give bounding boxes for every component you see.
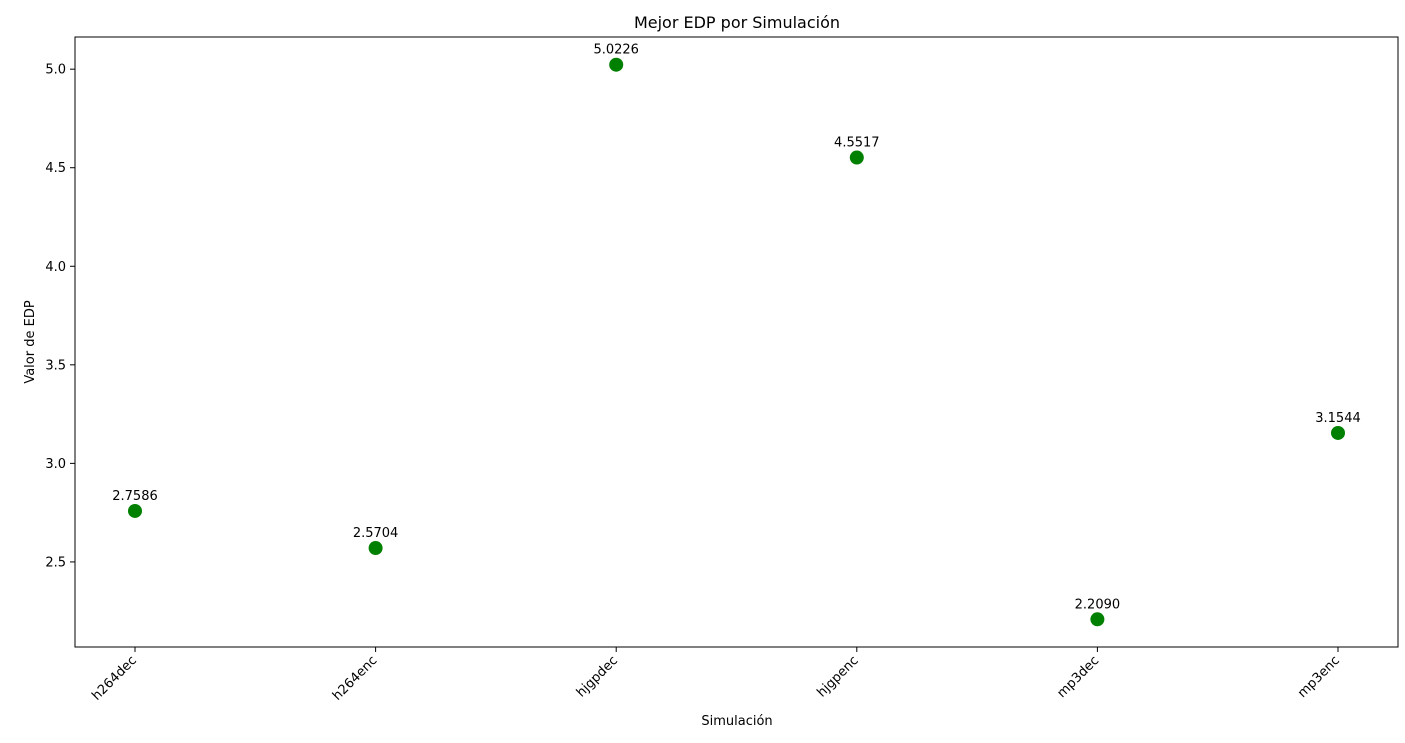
data-point — [1331, 425, 1345, 440]
data-label: 4.5517 — [834, 136, 880, 151]
data-label: 3.1544 — [1315, 411, 1361, 426]
chart-title: Mejor EDP por Simulación — [634, 13, 840, 32]
y-tick-label: 2.5 — [45, 555, 66, 570]
data-points — [128, 57, 1345, 627]
data-label: 2.2090 — [1075, 597, 1121, 612]
data-label: 5.0226 — [593, 43, 639, 58]
x-tick-label: mp3enc — [1295, 653, 1343, 701]
x-axis-title: Simulación — [701, 714, 772, 729]
y-tick-label: 4.0 — [45, 260, 66, 275]
x-tick-label: hjgpdec — [574, 653, 621, 700]
data-labels: 2.7586 2.5704 5.0226 4.5517 2.2090 3.1544 — [112, 43, 1361, 613]
x-tick-label: h264enc — [330, 653, 381, 704]
y-axis: 2.5 3.0 3.5 4.0 4.5 5.0 — [45, 63, 75, 570]
y-tick-label: 3.5 — [45, 358, 66, 373]
x-tick-label: h264dec — [89, 653, 140, 704]
x-axis: h264dec h264enc hjgpdec hjgpenc mp3dec mp3enc — [89, 647, 1343, 704]
data-point — [609, 57, 624, 72]
y-axis-title: Valor de EDP — [23, 300, 38, 383]
x-tick-label: mp3dec — [1054, 653, 1102, 701]
data-point — [1090, 612, 1105, 627]
y-tick-label: 4.5 — [45, 161, 66, 176]
data-point — [368, 541, 383, 556]
x-tick-label: hjgpenc — [814, 653, 861, 700]
data-label: 2.7586 — [112, 489, 158, 504]
plot-area-frame — [74, 36, 1399, 648]
y-tick-label: 3.0 — [45, 457, 66, 472]
data-label: 2.5704 — [353, 526, 399, 541]
y-tick-label: 5.0 — [45, 63, 66, 78]
data-point — [128, 503, 142, 518]
data-point — [849, 150, 864, 165]
